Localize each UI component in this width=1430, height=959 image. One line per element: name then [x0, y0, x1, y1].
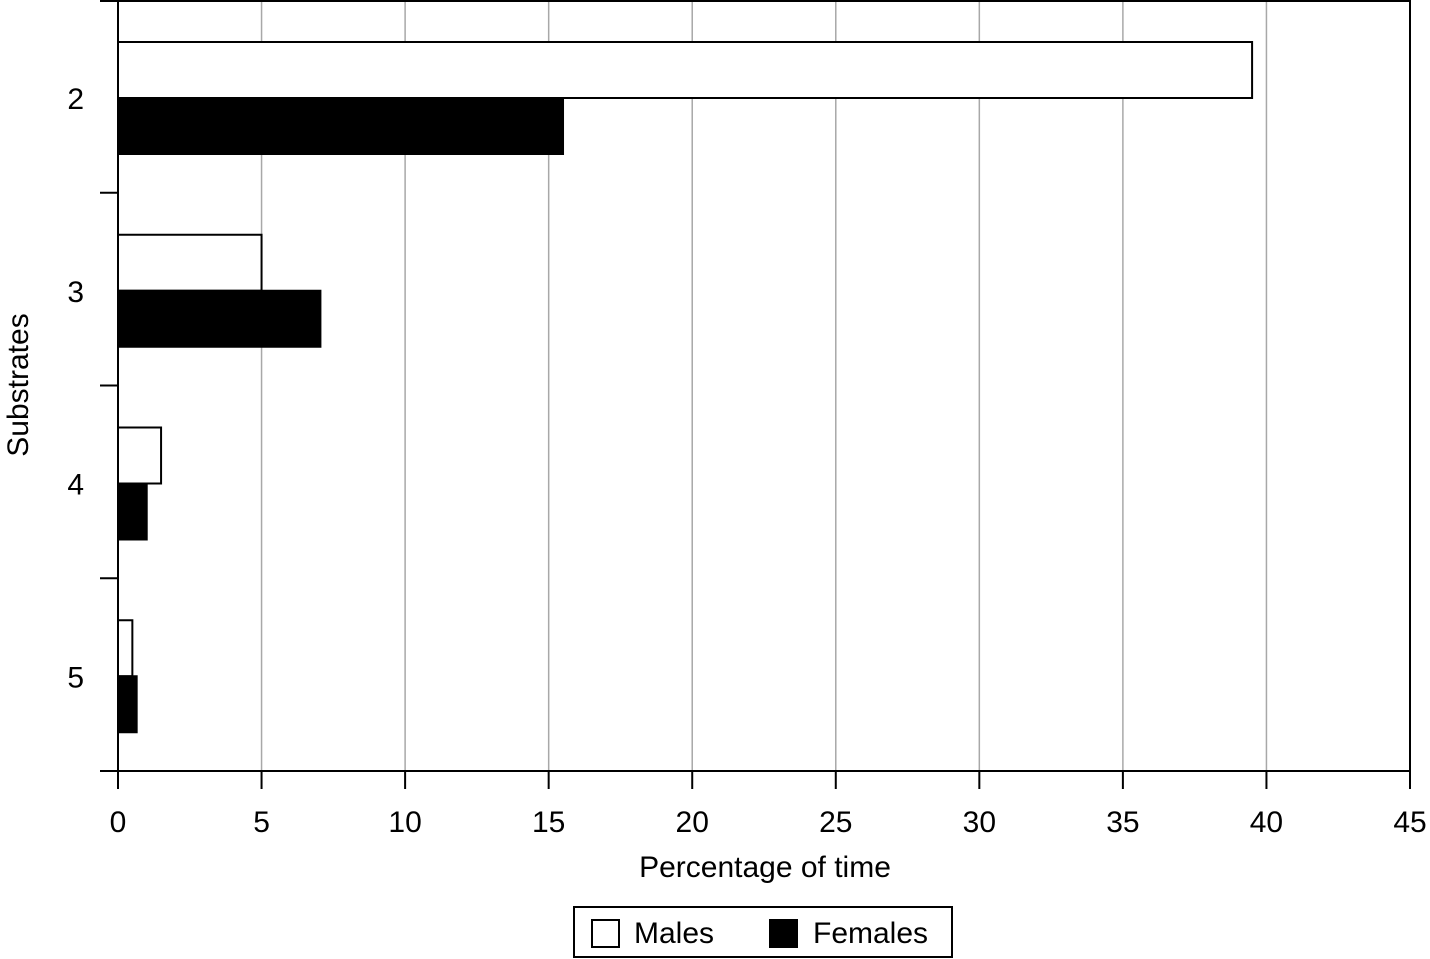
legend-box	[573, 906, 953, 958]
y-tick-label: 5	[67, 661, 84, 694]
bar-females-4	[117, 482, 148, 541]
legend: Males Females	[573, 906, 953, 958]
x-axis-ticks: 0 5 10 15 20 25 30 35 40 45	[110, 771, 1427, 839]
x-tick-label: 40	[1250, 806, 1283, 839]
x-axis-title: Percentage of time	[639, 851, 891, 884]
y-tick-label: 2	[67, 83, 84, 116]
legend-swatch-males	[591, 919, 620, 948]
x-tick-label: 0	[110, 806, 127, 839]
x-tick-label: 5	[253, 806, 270, 839]
bars	[117, 41, 1254, 734]
legend-label-females: Females	[813, 917, 928, 950]
x-tick-label: 30	[963, 806, 996, 839]
y-axis-ticks: 2 3 4 5	[67, 0, 118, 772]
bar-males-4	[117, 426, 163, 485]
x-tick-label: 25	[819, 806, 852, 839]
bar-males-2	[117, 41, 1254, 99]
x-tick-label: 20	[676, 806, 709, 839]
bar-females-5	[117, 675, 138, 734]
bar-females-3	[117, 289, 322, 348]
bar-females-2	[117, 97, 565, 155]
y-axis-title: Substrates	[2, 313, 35, 456]
x-tick-label: 15	[532, 806, 565, 839]
x-tick-label: 45	[1393, 806, 1426, 839]
legend-label-males: Males	[634, 917, 714, 950]
x-tick-label: 35	[1106, 806, 1139, 839]
x-tick-label: 10	[388, 806, 421, 839]
bar-males-5	[117, 619, 134, 678]
y-tick-label: 3	[67, 276, 84, 309]
y-tick-label: 4	[67, 469, 84, 502]
legend-swatch-females	[769, 919, 798, 948]
bar-males-3	[117, 233, 263, 292]
